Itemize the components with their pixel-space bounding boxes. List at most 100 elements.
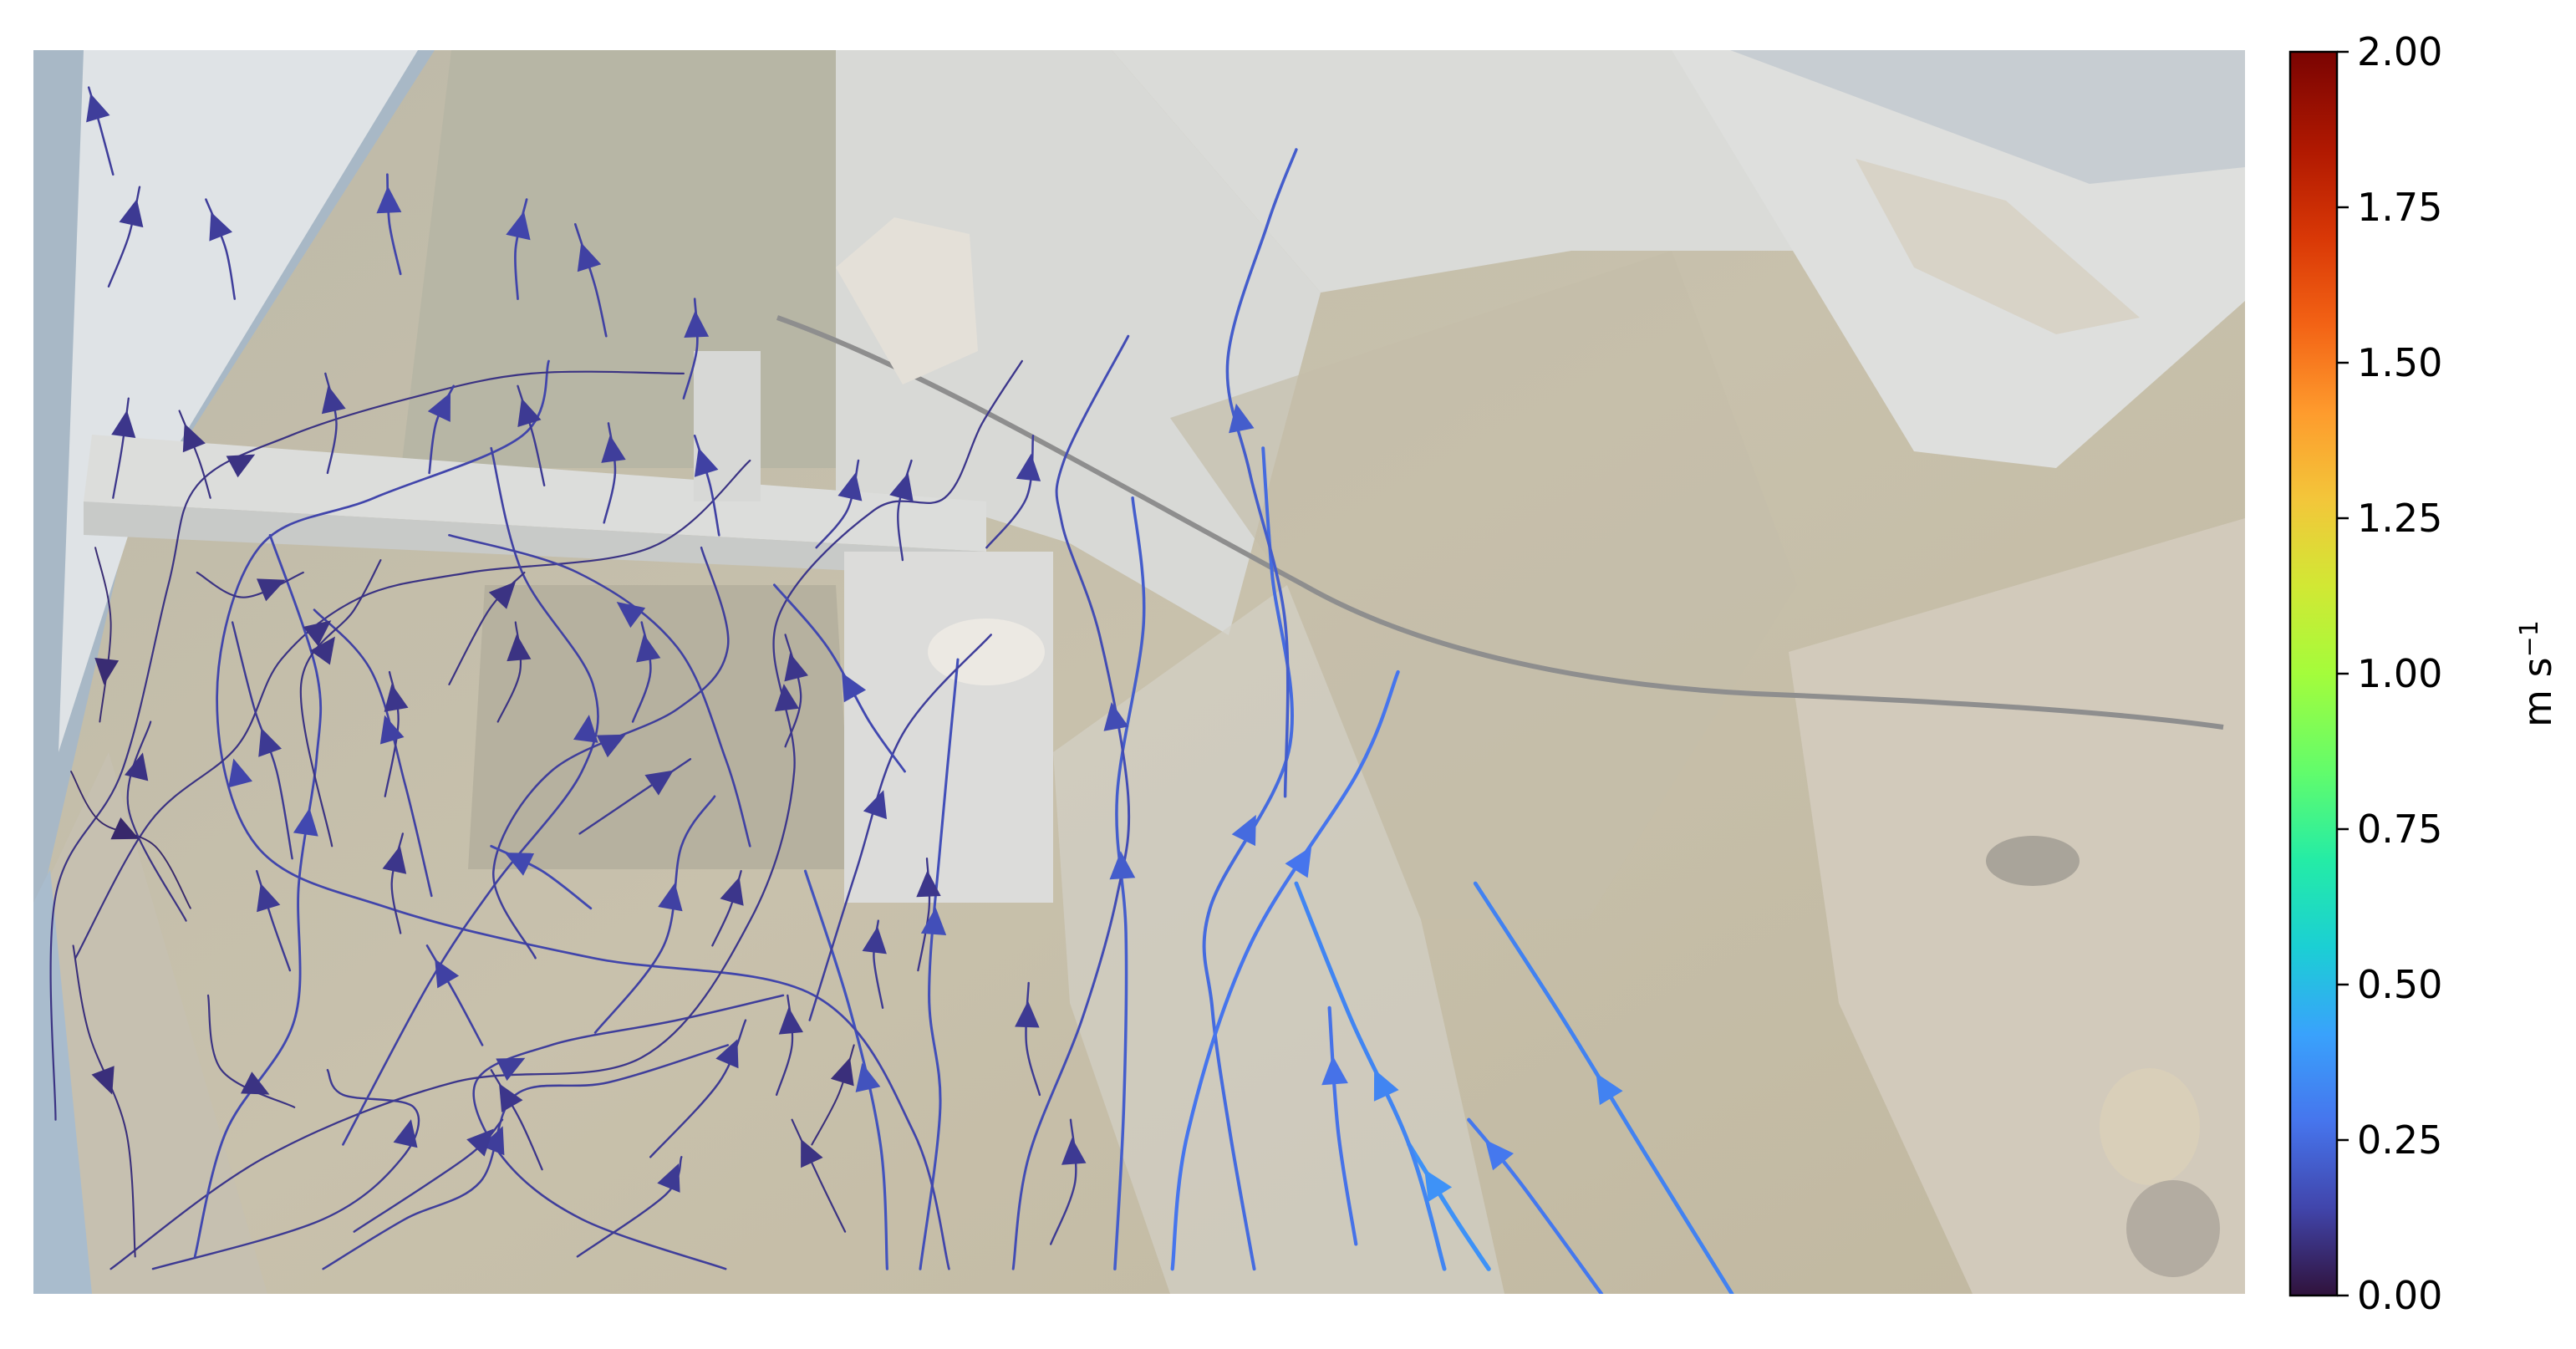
streamlines-layer <box>49 86 1734 1294</box>
streamline-61 <box>603 422 617 524</box>
streamline-1 <box>1467 1117 1604 1294</box>
streamline-arrow-11 <box>855 1062 881 1092</box>
streamline-arrow-39 <box>842 672 867 703</box>
streamline-arrow-45 <box>784 653 808 682</box>
streamline-20 <box>193 533 323 1258</box>
streamline-71 <box>205 198 237 300</box>
streamline-arrow-72 <box>119 199 144 228</box>
streamline-arrow-44 <box>636 634 661 663</box>
colorbar-tick-label-3: 0.75 <box>2357 807 2442 852</box>
streamline-65 <box>178 410 211 499</box>
streamline-arrow-33 <box>657 1163 680 1193</box>
streamline-arrow-42 <box>488 581 516 609</box>
streamline-arrow-53 <box>778 1007 803 1035</box>
colorbar-label-unit: m s <box>2515 657 2560 726</box>
streamline-arrow-22 <box>110 817 140 840</box>
streamline-6 <box>1170 669 1400 1271</box>
streamline-69 <box>514 198 528 300</box>
streamline-13 <box>472 994 785 1270</box>
streamline-48 <box>255 869 292 972</box>
streamline-arrow-66 <box>111 410 136 438</box>
streamline-34 <box>649 1019 747 1158</box>
streamline-9 <box>1011 334 1131 1270</box>
streamline-arrow-15 <box>774 684 800 712</box>
streamline-arrow-47 <box>382 845 407 874</box>
streamline-arrow-19 <box>573 715 598 743</box>
streamline-arrow-62 <box>517 398 542 427</box>
streamline-arrow-37 <box>499 1083 523 1112</box>
colorbar-label-exponent: −1 <box>2515 620 2544 657</box>
streamline-35 <box>353 1118 504 1233</box>
streamline-arrow-17 <box>226 454 256 478</box>
streamline-arrow-29 <box>379 715 405 745</box>
streamline-arrow-67 <box>684 310 710 338</box>
streamline-17 <box>49 370 685 1121</box>
streamline-arrow-59 <box>837 472 863 501</box>
streamline-arrow-5 <box>1231 814 1256 847</box>
streamline-arrow-57 <box>1016 453 1041 481</box>
streamline-68 <box>573 222 608 338</box>
streamline-44 <box>631 621 652 723</box>
streamline-arrow-4 <box>1321 1056 1348 1086</box>
streamline-5 <box>1202 446 1294 1271</box>
streamline-59 <box>815 459 860 549</box>
streamline-arrow-61 <box>601 435 626 463</box>
colorbar-label: m s−1 <box>2515 620 2560 727</box>
streamline-19 <box>342 446 599 1146</box>
streamline-arrow-68 <box>577 242 602 272</box>
colorbar-tick-label-5: 1.25 <box>2357 496 2442 541</box>
streamline-51 <box>791 1118 847 1233</box>
streamline-arrow-26 <box>616 602 646 629</box>
streamline-62 <box>517 384 546 487</box>
streamline-arrow-18 <box>393 1119 418 1148</box>
streamline-arrow-16 <box>303 620 332 647</box>
streamline-54 <box>1049 1118 1077 1245</box>
streamline-32 <box>578 757 692 835</box>
streamline-72 <box>107 186 141 288</box>
streamline-arrow-24 <box>596 734 626 758</box>
streamline-36 <box>126 720 187 922</box>
streamline-42 <box>448 571 526 685</box>
streamline-arrow-46 <box>507 634 532 662</box>
colorbar-tick-label-8: 2.00 <box>2357 29 2442 74</box>
streamline-26 <box>448 533 751 848</box>
streamline-arrow-27 <box>504 853 535 876</box>
colorbar-ticks: 0.00 0.25 0.50 0.75 1.00 1.25 1.50 1.75 2.00 <box>2337 29 2442 1318</box>
streamline-66 <box>112 397 130 499</box>
streamline-arrow-2 <box>1424 1169 1453 1202</box>
streamline-arrow-7 <box>1229 403 1255 434</box>
streamline-arrow-51 <box>801 1138 823 1168</box>
streamline-45 <box>784 634 802 748</box>
streamline-70 <box>386 173 402 276</box>
streamline-arrow-65 <box>182 423 206 453</box>
streamline-15 <box>109 359 1023 1270</box>
streamline-arrow-56 <box>916 870 941 898</box>
streamline-arrow-30 <box>258 727 282 757</box>
streamline-arrow-35 <box>466 1128 494 1157</box>
streamline-arrow-70 <box>376 186 402 214</box>
streamline-arrow-52 <box>830 1057 854 1087</box>
streamline-arrow-23 <box>241 1072 270 1095</box>
streamline-41 <box>94 547 112 723</box>
colorbar-tick-label-1: 0.25 <box>2357 1117 2442 1163</box>
streamline-arrow-3 <box>1373 1069 1399 1102</box>
streamline-46 <box>496 621 522 723</box>
streamline-12 <box>216 359 950 1270</box>
streamline-arrow-10 <box>920 907 947 935</box>
streamline-27 <box>490 844 593 910</box>
streamline-58 <box>897 459 913 562</box>
colorbar-tick-label-6: 1.50 <box>2357 340 2442 385</box>
streamline-47 <box>390 832 405 934</box>
colorbar-tick-label-4: 1.00 <box>2357 651 2442 696</box>
streamline-56 <box>917 858 931 972</box>
streamline-60 <box>693 434 720 537</box>
colorbar: 0.00 0.25 0.50 0.75 1.00 1.25 1.50 1.75 2.00 m s… <box>2288 29 2560 1318</box>
streamline-38 <box>425 944 484 1046</box>
streamline-arrow-60 <box>694 447 719 477</box>
streamline-arrow-54 <box>1061 1138 1087 1165</box>
flume-photo-background <box>33 50 2245 1294</box>
colorbar-tick-label-0: 0.00 <box>2357 1273 2442 1318</box>
streamline-arrow-63 <box>427 392 451 422</box>
streamline-arrow-0 <box>1596 1072 1623 1106</box>
